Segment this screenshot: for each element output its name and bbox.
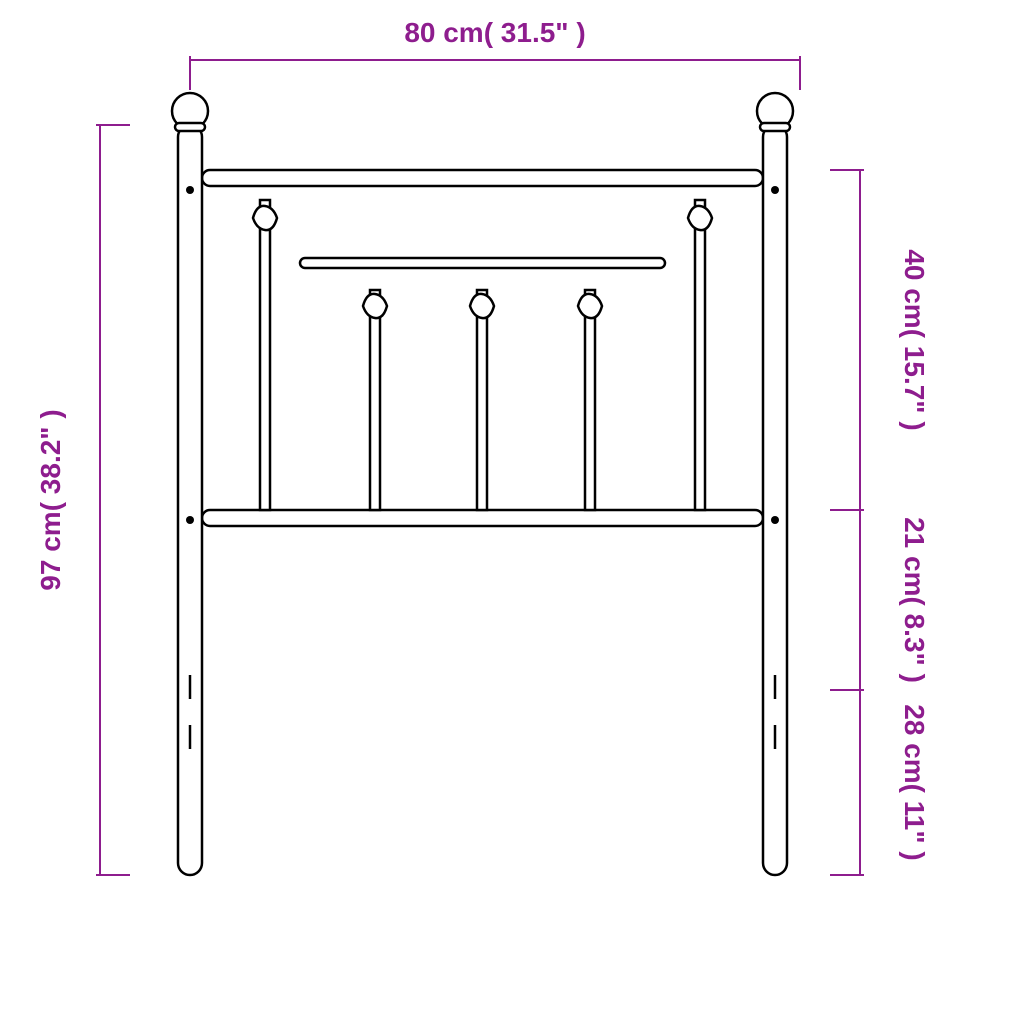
headboard-line-drawing [172, 93, 793, 875]
headboard-dimension-diagram: 80 cm( 31.5" ) 97 cm( 38.2" ) 40 cm( 15.… [0, 0, 1024, 1024]
dim-leg-label: 28 cm( 11" ) [899, 704, 930, 860]
dim-upper-panel-label: 40 cm( 15.7" ) [899, 249, 930, 430]
dim-width-label: 80 cm( 31.5" ) [404, 17, 585, 48]
dim-height-label: 97 cm( 38.2" ) [35, 409, 66, 590]
dim-gap-label: 21 cm( 8.3" ) [899, 517, 930, 683]
